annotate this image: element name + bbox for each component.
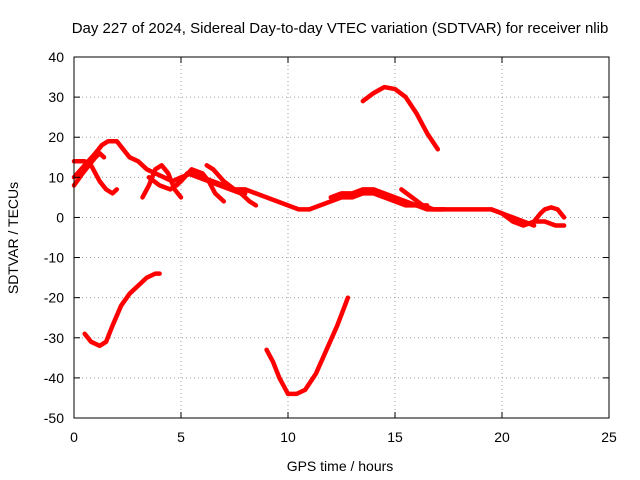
- x-tick-label: 10: [280, 429, 296, 445]
- y-tick-label: 10: [48, 169, 64, 185]
- chart-title: Day 227 of 2024, Sidereal Day-to-day VTE…: [72, 20, 609, 37]
- y-tick-label: 30: [48, 89, 64, 105]
- grid-layer: [74, 57, 609, 418]
- series-s9: [264, 295, 351, 397]
- plot-frame: [73, 56, 610, 419]
- series-s14: [489, 207, 537, 228]
- series-s2: [71, 159, 120, 196]
- series-s7: [174, 171, 259, 208]
- series-s11: [328, 187, 430, 208]
- y-tick-label: 20: [48, 129, 64, 145]
- y-tick-label: 40: [48, 49, 64, 65]
- y-tick-label: -40: [44, 370, 64, 386]
- series-s5: [140, 163, 184, 200]
- series-s3: [71, 151, 107, 188]
- series-s6: [146, 167, 227, 204]
- x-tick-label: 25: [601, 429, 617, 445]
- series-s12: [399, 187, 447, 212]
- y-axis-label: SDTVAR / TECUs: [5, 182, 21, 294]
- tick-layer: 0 5 10 15 20 25 -50 -40 -30 -20 -10 0 10 20 30 40: [44, 49, 617, 445]
- series-s15: [531, 205, 567, 224]
- x-tick-label: 0: [70, 429, 78, 445]
- x-axis-label: GPS time / hours: [287, 458, 394, 474]
- y-tick-label: -50: [44, 410, 64, 426]
- series-s4: [82, 271, 162, 349]
- x-tick-label: 15: [387, 429, 403, 445]
- y-tick-label: -10: [44, 250, 64, 266]
- series-s13: [360, 84, 441, 152]
- x-tick-label: 5: [177, 429, 185, 445]
- y-tick-label: 0: [56, 209, 64, 225]
- series-s8: [204, 163, 248, 196]
- x-tick-label: 20: [494, 429, 510, 445]
- series-s1: [71, 138, 312, 212]
- series-layer: [71, 84, 567, 397]
- y-tick-label: -30: [44, 330, 64, 346]
- y-tick-label: -20: [44, 290, 64, 306]
